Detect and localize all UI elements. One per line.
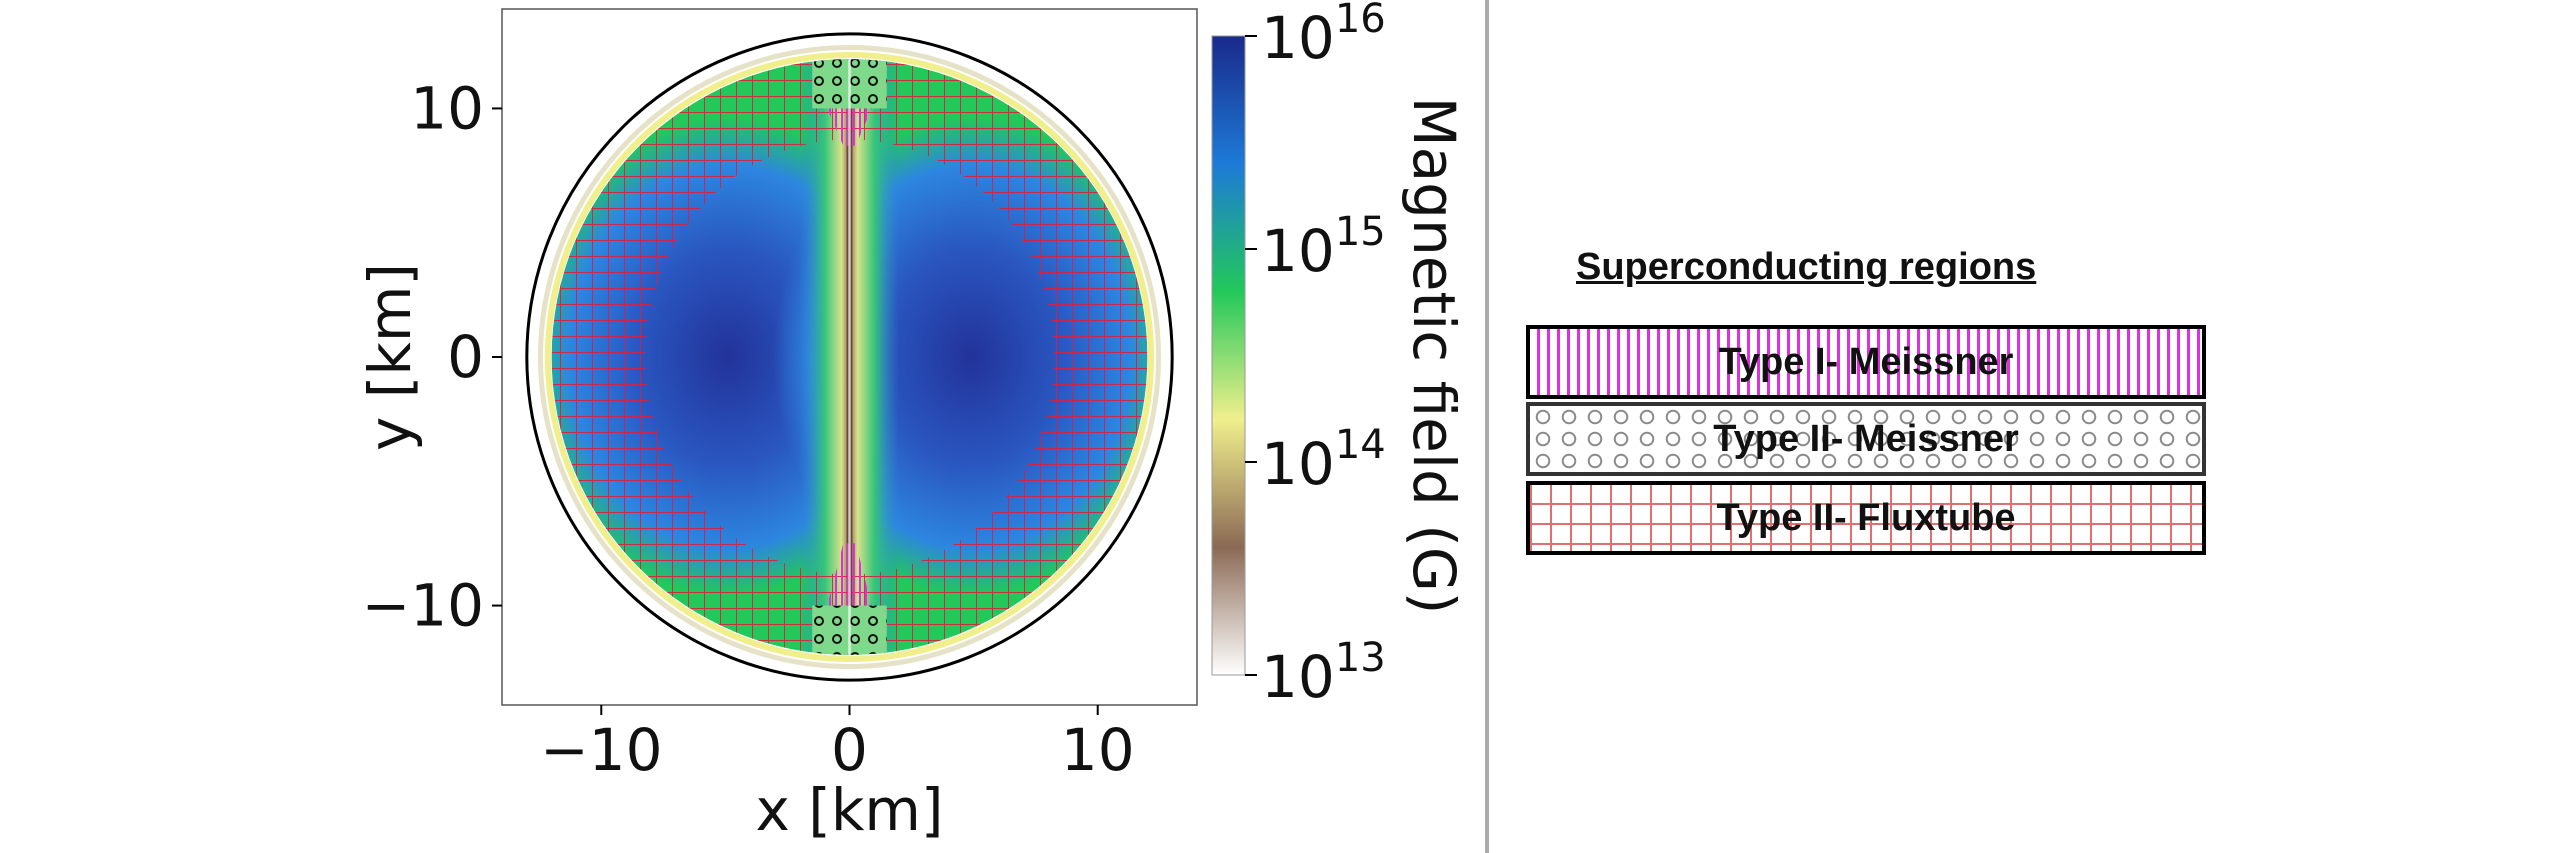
crust-ring [544,51,1155,663]
y-axis-label: y [km] [356,263,424,451]
legend-item-type1-meissner: Type I- Meissner [1526,325,2206,399]
colorbar-tick-label: 1016 [1261,0,1386,72]
colorbar-tick-label: 1015 [1261,209,1386,285]
x-axis-label: x [km] [755,776,943,844]
x-tick-label: 0 [831,716,868,784]
axis-line [848,59,851,655]
colorbar-label: Magnetic field (G) [1400,97,1468,615]
panel-divider [1485,0,1489,853]
star-surface [525,32,1174,682]
x-tick-label: 10 [1061,716,1135,784]
x-tick-label: −10 [540,716,662,784]
y-tick-label: −10 [362,572,484,640]
crust-ring-outer [537,45,1162,669]
legend-label: Type I- Meissner [1718,340,2014,383]
star-interior [551,59,1148,655]
legend-label: Type II- Meissner [1713,417,2019,460]
colorbar-scale [1211,35,1246,676]
y-tick-label: 0 [447,323,484,391]
y-tick-label: 10 [410,74,484,142]
colorbar-tick-label: 1013 [1261,635,1386,711]
legend-item-type2-fluxtube: Type II- Fluxtube [1526,481,2206,555]
legend-title: Superconducting regions [1576,246,2037,288]
colorbar-tick-label: 1014 [1261,422,1386,498]
legend-label: Type II- Fluxtube [1716,496,2016,539]
legend-item-type2-meissner: Type II- Meissner [1526,402,2206,476]
plot-area: −10 0 10 −10 0 10 x [km] y [km] [356,8,1198,844]
